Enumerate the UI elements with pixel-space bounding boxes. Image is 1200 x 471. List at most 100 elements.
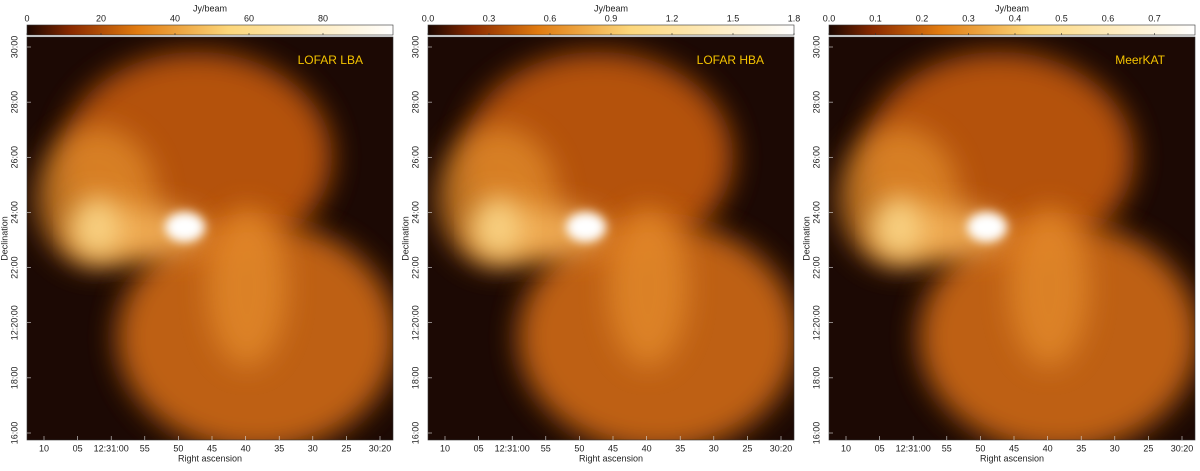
y-tick-label: 26:00: [9, 146, 19, 169]
y-tick-label: 12:20:00: [410, 305, 420, 340]
x-tick-label: 35: [1076, 443, 1086, 453]
x-tick-label: 35: [274, 443, 284, 453]
y-tick-label: 30:00: [9, 36, 19, 59]
emission: [476, 197, 520, 257]
x-tick-label: 40: [642, 443, 652, 453]
y-tick-label: 28:00: [811, 91, 821, 114]
x-tick-label: 05: [474, 443, 484, 453]
x-tick-label: 25: [742, 443, 752, 453]
y-tick-label: 12:20:00: [9, 305, 19, 340]
colorbar-tick-label: 0.0: [422, 13, 435, 23]
colorbar-tick-label: 0: [24, 13, 29, 23]
colorbar-tick-label: 1.8: [788, 13, 801, 23]
colorbar-tick-label: 0.2: [916, 13, 929, 23]
x-tick-label: 05: [73, 443, 83, 453]
y-tick-label: 18:00: [410, 367, 420, 390]
y-tick-label: 24:00: [9, 201, 19, 224]
y-axis-label: Declination: [801, 216, 811, 261]
colorbar-tick-label: 0.3: [962, 13, 975, 23]
x-tick-label: 30: [308, 443, 318, 453]
y-tick-label: 28:00: [9, 91, 19, 114]
x-tick-label: 55: [541, 443, 551, 453]
x-tick-label: 30: [1110, 443, 1120, 453]
y-tick-label: 26:00: [811, 146, 821, 169]
colorbar-tick-label: 80: [318, 13, 328, 23]
radio-image: [37, 52, 393, 440]
radio-image: [839, 52, 1195, 440]
x-tick-label: 45: [207, 443, 217, 453]
x-tick-label: 10: [440, 443, 450, 453]
panel: Jy/beam 0 20 40 60 80 LOFAR LBA 30:00 28:00 26:00…: [0, 3, 394, 463]
x-tick-label: 50: [975, 443, 985, 453]
image-frame: [26, 36, 394, 441]
colorbar-tick-label: 0.3: [483, 13, 496, 23]
colorbar-tick-label: 1.5: [727, 13, 740, 23]
y-tick-label: 22:00: [9, 256, 19, 279]
x-tick-label: 55: [140, 443, 150, 453]
y-tick-label: 30:00: [811, 36, 821, 59]
x-tick-label: 10: [841, 443, 851, 453]
y-tick-label: 18:00: [9, 367, 19, 390]
y-axis-label: Declination: [400, 216, 410, 261]
y-tick-label: 24:00: [811, 201, 821, 224]
image-frame: [828, 36, 1196, 441]
emission: [207, 207, 287, 367]
x-tick-label: 50: [574, 443, 584, 453]
x-tick-label: 45: [1009, 443, 1019, 453]
colorbar-tick-label: 0.4: [1009, 13, 1022, 23]
colorbar: [828, 24, 1196, 36]
colorbar: [26, 24, 394, 36]
y-tick-label: 16:00: [410, 422, 420, 445]
x-tick-label: 25: [341, 443, 351, 453]
x-tick-label: 12:31:00: [495, 443, 530, 453]
colorbar-tick-label: 60: [244, 13, 254, 23]
x-axis-label: Right ascension: [178, 453, 242, 463]
emission: [1009, 207, 1089, 367]
x-tick-label: 12:31:00: [94, 443, 129, 453]
y-tick-label: 12:20:00: [811, 305, 821, 340]
colorbar-tick-label: 1.2: [666, 13, 679, 23]
panel-label: LOFAR HBA: [697, 53, 764, 67]
y-axis-label: Declination: [0, 216, 9, 261]
colorbar-tick-label: 0.0: [823, 13, 836, 23]
x-tick-label: 30:20: [770, 443, 793, 453]
y-tick-label: 28:00: [410, 91, 420, 114]
y-tick-label: 16:00: [9, 422, 19, 445]
x-tick-label: 45: [608, 443, 618, 453]
x-tick-label: 40: [1043, 443, 1053, 453]
panel: Jy/beam 0.0 0.3 0.6 0.9 1.2 1.5 1.8 LOFAR HBA 30:…: [400, 3, 800, 463]
colorbar-tick-label: 40: [170, 13, 180, 23]
x-axis-label: Right ascension: [579, 453, 643, 463]
colorbar-tick-label: 0.7: [1148, 13, 1161, 23]
x-tick-label: 30:20: [369, 443, 392, 453]
emission: [877, 197, 921, 257]
colorbar-tick-label: 0.9: [605, 13, 618, 23]
core: [566, 212, 606, 242]
y-tick-label: 24:00: [410, 201, 420, 224]
colorbar-tick-label: 20: [96, 13, 106, 23]
y-tick-label: 22:00: [410, 256, 420, 279]
x-tick-label: 12:31:00: [896, 443, 931, 453]
panel-label: LOFAR LBA: [298, 53, 363, 67]
colorbar-label: Jy/beam: [193, 3, 227, 13]
radio-image: [438, 52, 794, 440]
x-tick-label: 30: [709, 443, 719, 453]
colorbar-tick-label: 0.6: [544, 13, 557, 23]
emission: [608, 207, 688, 367]
colorbar-tick-label: 0.6: [1102, 13, 1115, 23]
core: [165, 212, 205, 242]
x-tick-label: 10: [39, 443, 49, 453]
core: [967, 212, 1007, 242]
colorbar-tick-label: 0.5: [1055, 13, 1068, 23]
y-tick-label: 30:00: [410, 36, 420, 59]
x-axis-label: Right ascension: [980, 453, 1044, 463]
x-tick-label: 40: [241, 443, 251, 453]
x-tick-label: 05: [875, 443, 885, 453]
x-tick-label: 25: [1143, 443, 1153, 453]
colorbar-tick-label: 0.1: [869, 13, 882, 23]
image-frame: [427, 36, 795, 441]
y-tick-label: 26:00: [410, 146, 420, 169]
colorbar-label: Jy/beam: [594, 3, 628, 13]
emission: [75, 197, 119, 257]
